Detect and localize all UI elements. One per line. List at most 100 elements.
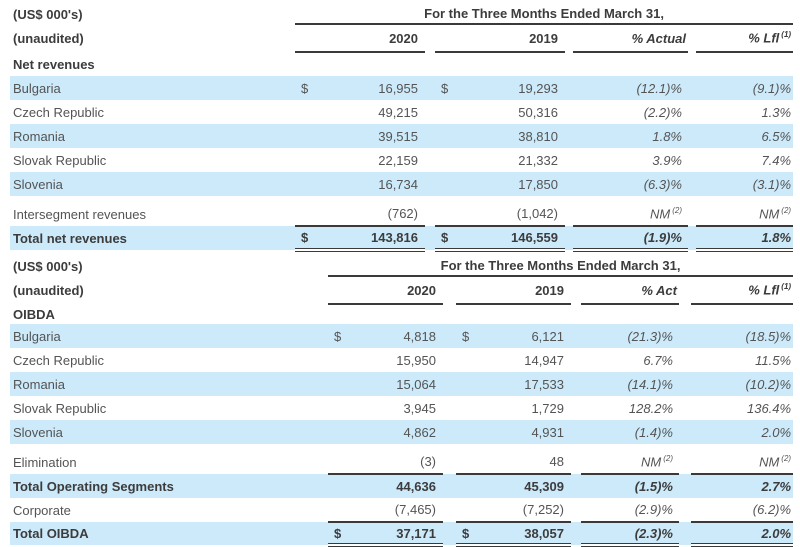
pct-actual: (6.3)% [643, 176, 682, 192]
spacer-cell [425, 100, 435, 124]
spacer-cell [425, 76, 435, 100]
value-2019: (7,252) [481, 498, 571, 523]
currency-symbol [295, 202, 325, 227]
column-header-row: (unaudited) 2020 2019 % Act % Lfl (1) [10, 276, 794, 305]
pct-act: (14.1)% [627, 376, 673, 392]
currency-symbol [328, 372, 353, 396]
spacer-cell [443, 396, 456, 420]
nm-value: NM [759, 206, 780, 222]
net-revenues-table: (US$ 000's) For the Three Months Ended M… [10, 4, 794, 252]
row-label: Slovenia [13, 424, 63, 440]
spacer-cell [571, 522, 581, 545]
spacer-cell [443, 420, 456, 444]
currency-symbol [328, 396, 353, 420]
spacer-cell [679, 450, 691, 474]
row-label: Elimination [13, 454, 77, 470]
table-row-total-oibda: Total OIBDA $ 37,171 $ 38,057 (2.3)% 2.0… [10, 522, 794, 547]
table-row-intersegment-revenues: Intersegment revenues (762) (1,042) NM (2… [10, 202, 794, 227]
spacer-cell [679, 276, 691, 304]
col-header-pct-actual: % Actual [573, 24, 688, 53]
value-2019: 45,309 [524, 479, 564, 494]
section-header-row: Net revenues [10, 52, 793, 76]
section-label: Net revenues [13, 57, 95, 72]
pct-actual: 3.9% [652, 152, 682, 168]
pct-actual: (2.2)% [643, 104, 682, 120]
currency-symbol [456, 498, 481, 523]
unaudited-label: (unaudited) [13, 30, 84, 46]
pct-lfl: (3.1)% [752, 176, 792, 192]
currency-symbol [456, 420, 481, 444]
table-row-slovenia: Slovenia 4,862 4,931 (1.4)% 2.0% [10, 420, 794, 444]
value-2020: 16,734 [378, 176, 418, 192]
spacer-cell [443, 522, 456, 545]
pct-act: (1.5)% [634, 479, 673, 494]
pct-lfl: 1.8% [696, 226, 794, 252]
table-row-romania: Romania 39,515 38,810 1.8% 6.5% [10, 124, 794, 148]
value-2019: 17,850 [518, 176, 558, 192]
value-2020: 3,945 [403, 400, 436, 416]
table-row-czech-republic: Czech Republic 49,215 50,316 (2.2)% 1.3% [10, 100, 793, 124]
spacer-cell [679, 348, 691, 372]
row-label: Czech Republic [13, 104, 105, 120]
currency-symbol: $ [456, 522, 481, 547]
section-header-row: OIBDA [10, 304, 793, 324]
footnote-2-marker: (2) [672, 205, 682, 215]
currency-symbol: $ [435, 226, 465, 252]
spacer-cell [571, 348, 581, 372]
spacer-cell [565, 172, 573, 196]
currency-symbol: $ [301, 80, 309, 96]
spacer-cell [565, 124, 573, 148]
row-label: Slovenia [13, 176, 63, 192]
value-2019: 1,729 [531, 400, 564, 416]
pct-lfl: NM (2) [691, 450, 794, 475]
table-row-bulgaria: Bulgaria $ 16,955 $ 19,293 (12.1)% (9.1)… [10, 76, 794, 100]
table-row-czech-republic: Czech Republic 15,950 14,947 6.7% 11.5% [10, 348, 793, 372]
value-2020: 4,862 [403, 424, 436, 440]
value-2019: 14,947 [524, 352, 564, 368]
pct-actual: 1.8% [652, 128, 682, 144]
row-label: Slovak Republic [13, 152, 107, 168]
pct-lfl: 6.5% [761, 128, 792, 144]
spacer-cell [679, 522, 691, 545]
value-2020: (7,465) [353, 498, 443, 523]
value-2019: 38,057 [481, 522, 571, 547]
spacer-cell [443, 348, 456, 372]
value-2020: (3) [353, 450, 443, 475]
footnote-1-marker: (1) [781, 30, 792, 40]
table-row-slovak-republic: Slovak Republic 3,945 1,729 128.2% 136.4… [10, 396, 793, 420]
pct-actual: NM (2) [573, 202, 688, 227]
footnote-2-marker: (2) [781, 205, 792, 215]
spacer-cell [688, 76, 696, 100]
value-2020: 15,064 [396, 376, 436, 392]
spacer-cell [679, 396, 691, 420]
spacer-cell [425, 226, 435, 250]
nm-value: NM [650, 206, 671, 222]
spacer-cell [571, 276, 581, 304]
unit-label: (US$ 000's) [13, 258, 83, 274]
spacer-cell [425, 24, 435, 52]
spacer-cell [443, 498, 456, 522]
table-row-slovenia: Slovenia 16,734 17,850 (6.3)% (3.1)% [10, 172, 794, 196]
spacer-cell [571, 396, 581, 420]
value-2020: (762) [325, 202, 425, 227]
spacer-cell [688, 100, 696, 124]
pct-lfl-label: % Lfl [748, 282, 780, 298]
currency-symbol [435, 100, 465, 124]
table-row-romania: Romania 15,064 17,533 (14.1)% (10.2)% [10, 372, 794, 396]
row-label: Corporate [13, 502, 71, 518]
currency-symbol [435, 124, 465, 148]
spacer-cell [571, 420, 581, 444]
pct-lfl: 136.4% [746, 400, 792, 416]
spacer-cell [571, 450, 581, 474]
unaudited-label: (unaudited) [13, 282, 84, 298]
row-label: Intersegment revenues [13, 206, 146, 222]
row-label: Bulgaria [13, 80, 61, 96]
table-row-elimination: Elimination (3) 48 NM (2) NM (2) [10, 450, 794, 475]
value-2020: 16,955 [378, 80, 418, 96]
pct-act: 6.7% [643, 352, 673, 368]
oibda-table: (US$ 000's) For the Three Months Ended M… [10, 256, 794, 547]
value-2020: 4,818 [403, 328, 436, 344]
currency-symbol [435, 148, 465, 172]
currency-symbol: $ [462, 328, 470, 344]
currency-symbol [328, 450, 353, 475]
